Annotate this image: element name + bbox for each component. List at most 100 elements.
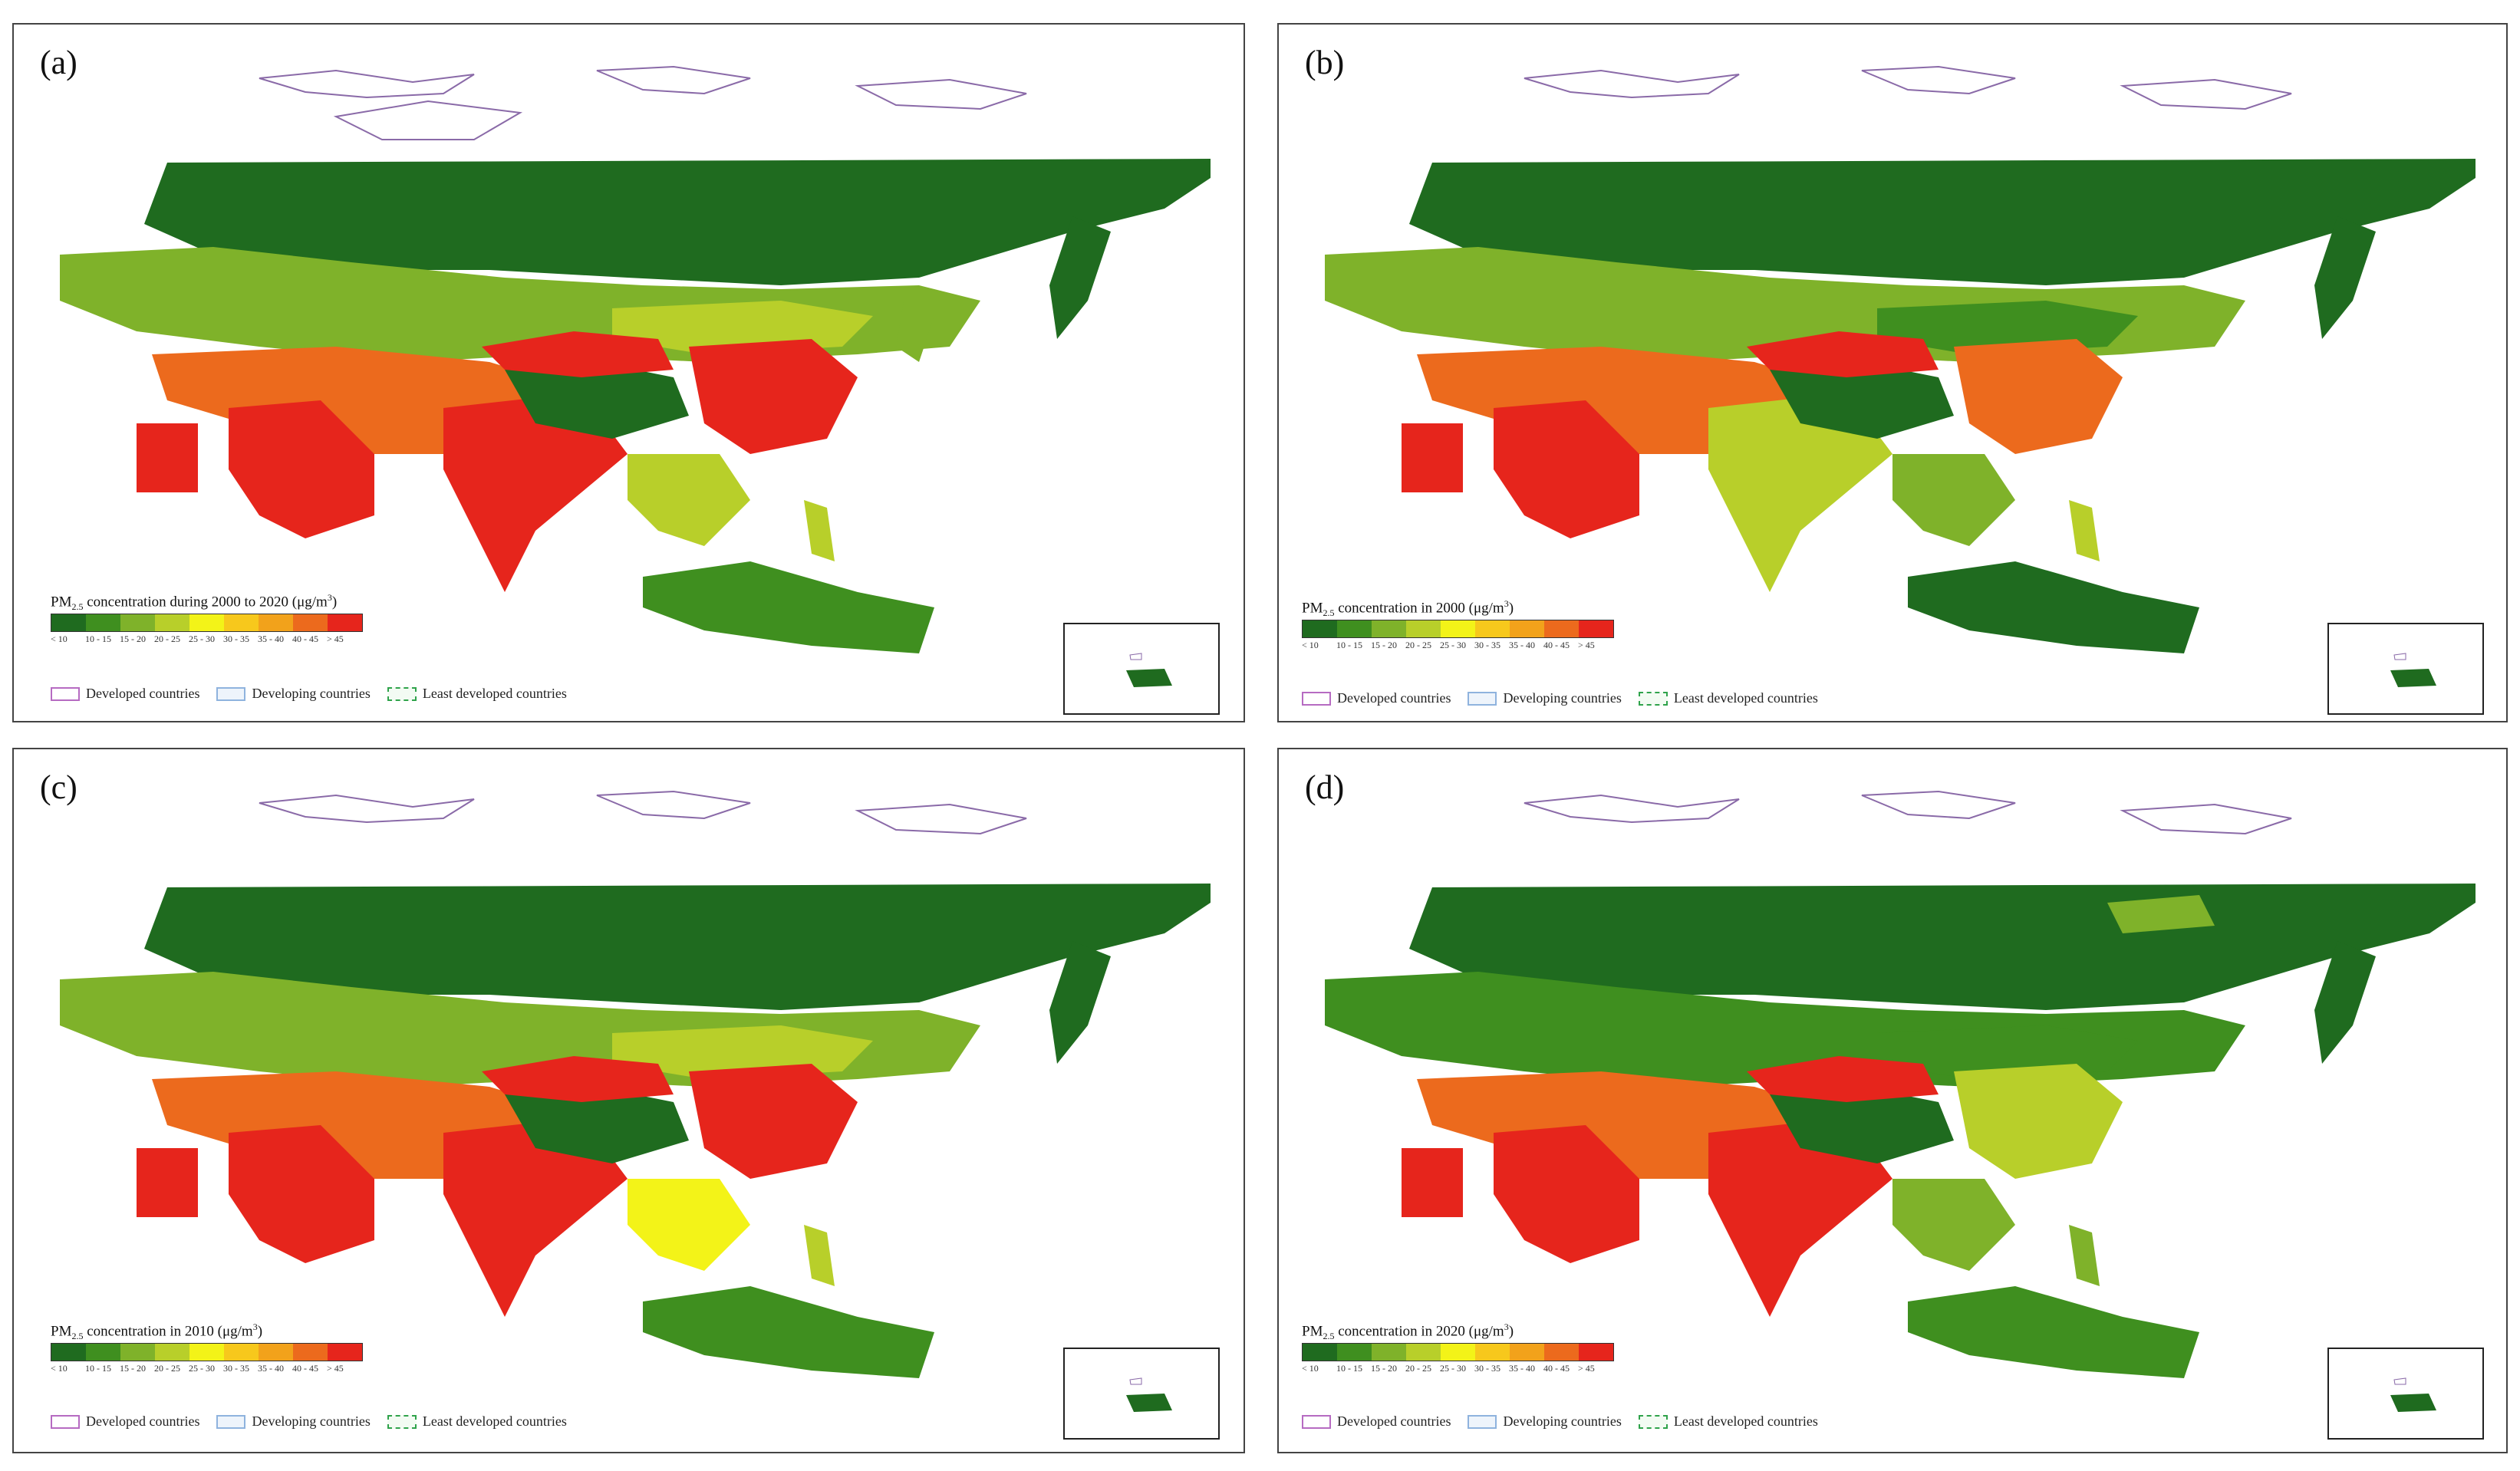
colorbar-ticks: < 10 10 - 15 15 - 20 20 - 25 25 - 30 30 - 35 3… bbox=[51, 1363, 361, 1374]
country-legend: Developed countries Developing countries… bbox=[51, 1413, 584, 1430]
colorbar-tick-label: 35 - 40 bbox=[258, 633, 284, 644]
colorbar-tick-label: 15 - 20 bbox=[1371, 640, 1397, 650]
colorbar-tick-label: 10 - 15 bbox=[85, 1363, 111, 1374]
colorbar-swatch bbox=[1544, 1344, 1579, 1361]
colorbar bbox=[1302, 1343, 1614, 1361]
colorbar-swatch bbox=[51, 1344, 86, 1361]
colorbar bbox=[51, 614, 363, 632]
legend-developing: Developing countries bbox=[1468, 690, 1622, 706]
country-legend: Developed countries Developing countries… bbox=[1302, 690, 1835, 706]
japan-region bbox=[896, 301, 934, 362]
legend-developing: Developing countries bbox=[1468, 1413, 1622, 1430]
developed-swatch bbox=[51, 1414, 80, 1429]
colorbar-tick-label: 35 - 40 bbox=[1509, 1363, 1535, 1374]
legend-least: Least developed countries bbox=[387, 686, 567, 702]
colorbar-swatch bbox=[224, 1344, 259, 1361]
colorbar-swatch bbox=[259, 1344, 293, 1361]
country-legend: Developed countries Developing countries… bbox=[51, 686, 584, 702]
inset-map bbox=[2327, 623, 2484, 715]
colorbar-swatch bbox=[86, 614, 120, 631]
kamchatka-region bbox=[1049, 216, 1111, 339]
inset-map-graphic bbox=[2390, 1377, 2436, 1412]
colorbar-tick-label: 25 - 30 bbox=[189, 1363, 215, 1374]
colorbar-tick-label: 20 - 25 bbox=[154, 633, 180, 644]
africa-edge-region bbox=[137, 423, 198, 492]
colorbar-swatch bbox=[1337, 620, 1372, 637]
colorbar-tick-label: < 10 bbox=[1302, 640, 1319, 650]
arabia-region bbox=[229, 400, 374, 538]
colorbar-tick-label: 10 - 15 bbox=[1336, 1363, 1362, 1374]
colorbar-swatch bbox=[1337, 1344, 1372, 1361]
least-swatch bbox=[387, 1414, 417, 1429]
colorbar-tick-label: 10 - 15 bbox=[1336, 640, 1362, 650]
tibet-region bbox=[505, 362, 689, 439]
legend-developed: Developed countries bbox=[1302, 1413, 1451, 1430]
colorbar-title: PM2.5 concentration in 2020 (μg/m3) bbox=[1302, 1321, 1514, 1342]
colorbar-tick-label: > 45 bbox=[1578, 640, 1595, 650]
inset-map-graphic bbox=[1126, 653, 1172, 687]
asia-map-b bbox=[1325, 65, 2476, 653]
colorbar-tick-label: > 45 bbox=[327, 633, 344, 644]
colorbar bbox=[1302, 620, 1614, 638]
sea-region bbox=[628, 454, 750, 546]
colorbar-tick-label: > 45 bbox=[327, 1363, 344, 1374]
colorbar-tick-label: 25 - 30 bbox=[189, 633, 215, 644]
colorbar-swatch bbox=[1406, 620, 1441, 637]
arctic-coastline bbox=[259, 65, 1027, 140]
developing-swatch bbox=[216, 686, 246, 701]
map-panel-c: (c) PM2.5 concentration in 2010 (μg/m3) … bbox=[12, 748, 1245, 1453]
colorbar-tick-label: 20 - 25 bbox=[1405, 1363, 1431, 1374]
map-panel-a: (a) PM2.5 concentration during 2000 to 2… bbox=[12, 23, 1245, 722]
legend-least: Least developed countries bbox=[1638, 690, 1818, 706]
panel-label: (c) bbox=[40, 768, 77, 806]
colorbar-tick-label: 15 - 20 bbox=[1371, 1363, 1397, 1374]
colorbar-swatch bbox=[1303, 1344, 1337, 1361]
colorbar-swatch bbox=[224, 614, 259, 631]
colorbar-swatch bbox=[1579, 620, 1613, 637]
colorbar-tick-label: 40 - 45 bbox=[292, 633, 318, 644]
colorbar-swatch bbox=[328, 614, 362, 631]
developing-swatch bbox=[216, 1414, 246, 1429]
colorbar-swatch bbox=[1475, 620, 1510, 637]
colorbar-tick-label: 35 - 40 bbox=[1509, 640, 1535, 650]
colorbar-title: PM2.5 concentration during 2000 to 2020 … bbox=[51, 592, 338, 613]
colorbar-tick-label: < 10 bbox=[1302, 1363, 1319, 1374]
country-legend: Developed countries Developing countries… bbox=[1302, 1413, 1835, 1430]
colorbar-swatch bbox=[155, 614, 189, 631]
map-panel-b: (b) PM2.5 concentration in 2000 (μg/m3) … bbox=[1277, 23, 2508, 722]
developed-swatch bbox=[1302, 691, 1331, 706]
colorbar-tick-label: 10 - 15 bbox=[85, 633, 111, 644]
inset-map bbox=[1063, 1348, 1220, 1440]
colorbar-tick-label: 25 - 30 bbox=[1440, 1363, 1466, 1374]
colorbar bbox=[51, 1343, 363, 1361]
colorbar-ticks: < 10 10 - 15 15 - 20 20 - 25 25 - 30 30 - 35 3… bbox=[1302, 640, 1612, 651]
colorbar-swatch bbox=[1303, 620, 1337, 637]
panel-label: (d) bbox=[1305, 768, 1345, 806]
least-swatch bbox=[1638, 691, 1668, 706]
inset-map bbox=[1063, 623, 1220, 715]
colorbar-tick-label: 35 - 40 bbox=[258, 1363, 284, 1374]
india-region bbox=[443, 393, 628, 592]
indonesia-region bbox=[643, 561, 934, 653]
legend-developed: Developed countries bbox=[51, 1413, 199, 1430]
colorbar-title: PM2.5 concentration in 2010 (μg/m3) bbox=[51, 1321, 263, 1342]
asia-map-a bbox=[60, 65, 1211, 653]
map-panel-d: (d) PM2.5 concentration in 2020 (μg/m3) … bbox=[1277, 748, 2508, 1453]
colorbar-swatch bbox=[189, 614, 224, 631]
developing-swatch bbox=[1468, 691, 1497, 706]
developed-swatch bbox=[1302, 1414, 1331, 1429]
legend-developed: Developed countries bbox=[51, 686, 199, 702]
colorbar-tick-label: 40 - 45 bbox=[292, 1363, 318, 1374]
colorbar-title: PM2.5 concentration in 2000 (μg/m3) bbox=[1302, 598, 1514, 619]
inset-map-graphic bbox=[1126, 1377, 1172, 1412]
inset-map-graphic bbox=[2390, 653, 2436, 687]
colorbar-swatch bbox=[293, 614, 328, 631]
developed-swatch bbox=[51, 686, 80, 701]
colorbar-swatch bbox=[1441, 1344, 1475, 1361]
panel-label: (a) bbox=[40, 44, 77, 81]
colorbar-tick-label: 30 - 35 bbox=[223, 633, 249, 644]
colorbar-swatch bbox=[1579, 1344, 1613, 1361]
colorbar-tick-label: 30 - 35 bbox=[1474, 1363, 1500, 1374]
asia-map-c bbox=[60, 790, 1211, 1378]
colorbar-tick-label: 15 - 20 bbox=[120, 633, 146, 644]
